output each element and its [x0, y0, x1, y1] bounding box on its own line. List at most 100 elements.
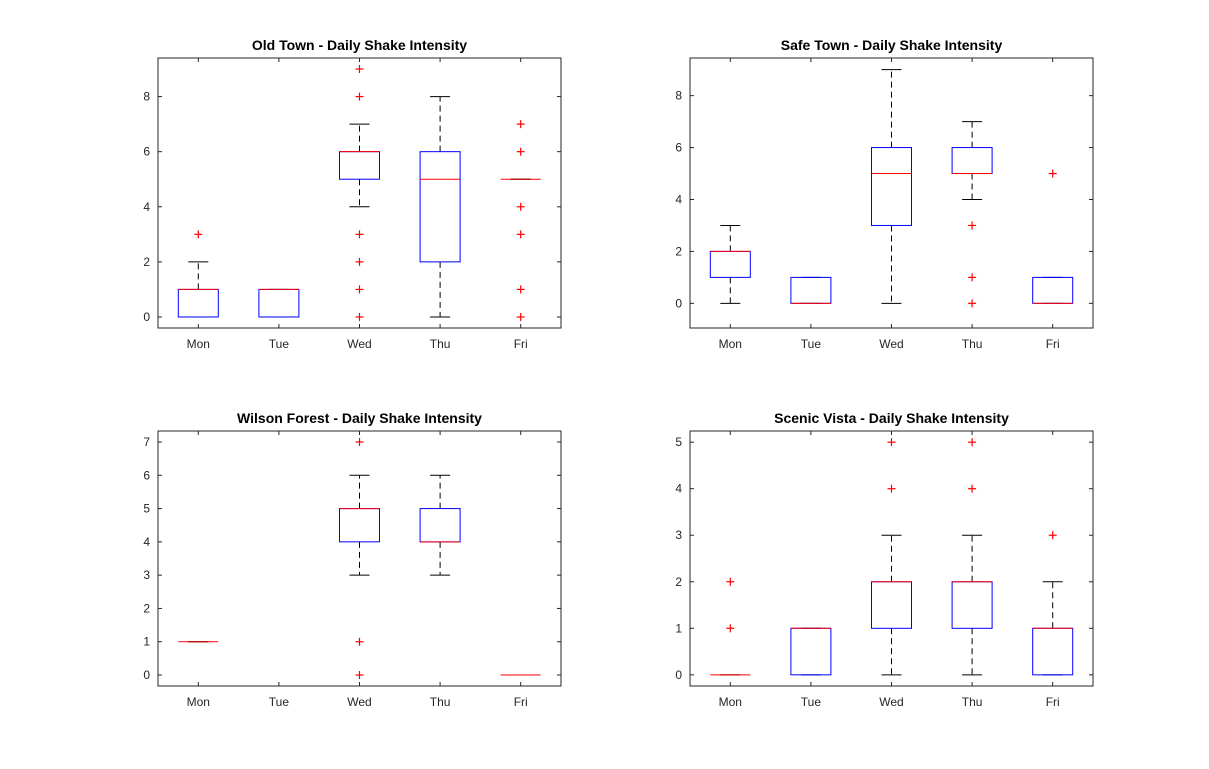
outlier-marker [887, 484, 896, 493]
x-tick-label: Mon [187, 695, 210, 709]
box-tue [790, 627, 832, 676]
outlier-marker [516, 120, 525, 129]
box-fri [1032, 169, 1074, 304]
y-tick-label: 2 [675, 575, 682, 589]
outlier-marker [1048, 169, 1057, 178]
outlier-marker [726, 577, 735, 586]
x-tick-label: Tue [801, 337, 822, 351]
outlier-marker [516, 285, 525, 294]
iqr-box [871, 581, 912, 629]
y-tick-label: 4 [675, 192, 682, 206]
box-tue [790, 276, 832, 304]
iqr-box [419, 151, 461, 263]
chart-title: Scenic Vista - Daily Shake Intensity [774, 410, 1009, 426]
box-mon [177, 230, 219, 318]
outlier-marker [355, 637, 364, 646]
x-tick-label: Mon [719, 695, 742, 709]
box-thu [419, 96, 461, 318]
x-tick-label: Thu [430, 337, 451, 351]
y-tick-label: 0 [143, 668, 150, 682]
x-tick-label: Tue [801, 695, 822, 709]
x-tick-label: Wed [879, 337, 903, 351]
x-tick-label: Fri [1046, 695, 1060, 709]
outlier-marker [968, 221, 977, 230]
subplot-2: Safe Town - Daily Shake Intensity 0 2 4 6 8 Mo… [675, 37, 1094, 351]
chart-title: Safe Town - Daily Shake Intensity [781, 37, 1003, 53]
box-wed [339, 437, 380, 680]
x-tick-label: Thu [962, 695, 983, 709]
x-tick-label: Thu [430, 695, 451, 709]
chart-title: Old Town - Daily Shake Intensity [252, 37, 467, 53]
x-tick-label: Wed [347, 695, 371, 709]
x-tick-label: Fri [514, 337, 528, 351]
outlier-marker [968, 273, 977, 282]
outlier-marker [355, 257, 364, 266]
y-tick-label: 0 [675, 668, 682, 682]
iqr-box [790, 627, 832, 676]
outlier-marker [726, 624, 735, 633]
y-tick-label: 1 [675, 621, 682, 635]
y-tick-label: 1 [143, 635, 150, 649]
outlier-marker [968, 438, 977, 447]
x-tick-label: Fri [1046, 337, 1060, 351]
outlier-marker [355, 285, 364, 294]
y-tick-label: 4 [143, 200, 150, 214]
axes-frame [157, 430, 562, 687]
box-thu [951, 121, 993, 308]
x-tick-label: Wed [347, 337, 371, 351]
y-tick-label: 6 [143, 468, 150, 482]
box-wed [871, 438, 912, 676]
iqr-box [1032, 627, 1074, 676]
outlier-marker [355, 230, 364, 239]
iqr-box [419, 508, 461, 543]
iqr-box [258, 288, 300, 318]
box-mon [710, 577, 751, 676]
outlier-marker [887, 438, 896, 447]
iqr-box [951, 147, 993, 175]
x-tick-label: Thu [962, 337, 983, 351]
x-tick-label: Mon [719, 337, 742, 351]
y-tick-label: 5 [675, 435, 682, 449]
chart-title: Wilson Forest - Daily Shake Intensity [237, 410, 482, 426]
y-tick-label: 8 [143, 90, 150, 104]
box-thu [419, 474, 461, 576]
y-tick-label: 4 [675, 482, 682, 496]
outlier-marker [516, 230, 525, 239]
iqr-box [951, 581, 993, 629]
iqr-box [339, 508, 380, 543]
x-tick-label: Mon [187, 337, 210, 351]
x-tick-label: Tue [269, 337, 290, 351]
y-tick-label: 2 [143, 255, 150, 269]
y-tick-label: 3 [675, 528, 682, 542]
outlier-marker [194, 230, 203, 239]
iqr-box [339, 151, 380, 180]
box-mon [709, 224, 751, 304]
box-fri [1032, 531, 1074, 676]
outlier-marker [968, 299, 977, 308]
outlier-marker [1048, 531, 1057, 540]
box-wed [339, 65, 380, 321]
outlier-marker [516, 312, 525, 321]
outlier-marker [355, 65, 364, 74]
y-tick-label: 7 [143, 435, 150, 449]
box-thu [951, 438, 993, 676]
subplot-1: Old Town - Daily Shake Intensity 0 2 4 6 8 Mon… [143, 37, 562, 351]
iqr-box [709, 250, 751, 278]
box-fri [500, 120, 541, 321]
x-tick-label: Wed [879, 695, 903, 709]
outlier-marker [516, 147, 525, 156]
y-tick-label: 8 [675, 89, 682, 103]
outlier-marker [968, 484, 977, 493]
y-tick-label: 5 [143, 502, 150, 516]
x-tick-label: Tue [269, 695, 290, 709]
outlier-marker [355, 437, 364, 446]
y-tick-label: 0 [675, 296, 682, 310]
box-wed [871, 69, 912, 304]
y-tick-label: 3 [143, 568, 150, 582]
outlier-marker [355, 92, 364, 101]
outlier-marker [355, 671, 364, 680]
subplot-3: Wilson Forest - Daily Shake Intensity 0 1 2… [143, 410, 562, 709]
x-tick-label: Fri [514, 695, 528, 709]
iqr-box [790, 276, 832, 304]
